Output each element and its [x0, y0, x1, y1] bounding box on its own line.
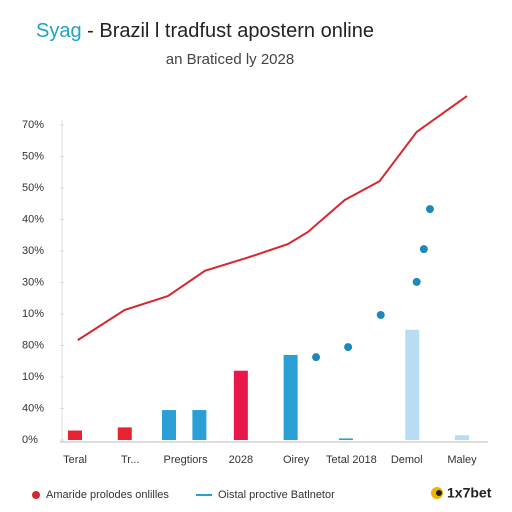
y-tick-label: 50% [22, 150, 44, 162]
dot [412, 277, 421, 286]
y-tick-label: 40% [22, 402, 44, 414]
dot [376, 310, 385, 319]
dot [312, 353, 321, 362]
dot [425, 205, 434, 214]
x-tick-label: Tetal 2018 [326, 454, 377, 466]
x-tick-label: Maley [447, 454, 477, 466]
y-tick-label: 80% [22, 339, 44, 351]
dot [344, 343, 353, 352]
bar [283, 354, 298, 440]
y-tick-label: 10% [22, 308, 44, 320]
y-tick-label: 40% [22, 213, 44, 225]
brand-icon [436, 490, 442, 496]
y-tick-label: 0% [22, 434, 38, 446]
x-tick-label: Tr... [121, 454, 140, 466]
bar [117, 427, 132, 440]
chart-title: Syag - Brazil l tradfust apostern online [36, 20, 374, 42]
chart-subtitle: an Braticed ly 2028 [166, 51, 294, 68]
bar [233, 370, 248, 440]
y-tick-label: 30% [22, 276, 44, 288]
bar [68, 430, 82, 440]
legend-label: Amaride prolodes onlilles [46, 489, 169, 501]
bar [161, 410, 176, 440]
line [77, 95, 468, 341]
y-tick-label: 30% [22, 245, 44, 257]
brand: 1x7bet [447, 485, 492, 501]
dot [419, 245, 428, 254]
x-tick-label: Pregtiors [164, 454, 209, 466]
bar [192, 410, 207, 440]
x-tick-label: Demol [391, 454, 423, 466]
title-text: - Brazil l tradfust apostern online [82, 20, 374, 42]
y-tick-label: 50% [22, 182, 44, 194]
y-tick-label: 10% [22, 371, 44, 383]
bar [405, 329, 420, 440]
bar [455, 435, 469, 440]
x-tick-label: 2028 [229, 454, 253, 466]
title-prefix: Syag [36, 20, 82, 42]
legend-label: Oistal proctive Batlnetor [218, 489, 335, 501]
x-tick-label: Teral [63, 454, 87, 466]
y-tick-label: 70% [22, 119, 44, 131]
x-tick-label: Oirey [283, 454, 310, 466]
bar [338, 438, 353, 440]
legend-swatch [32, 491, 40, 499]
